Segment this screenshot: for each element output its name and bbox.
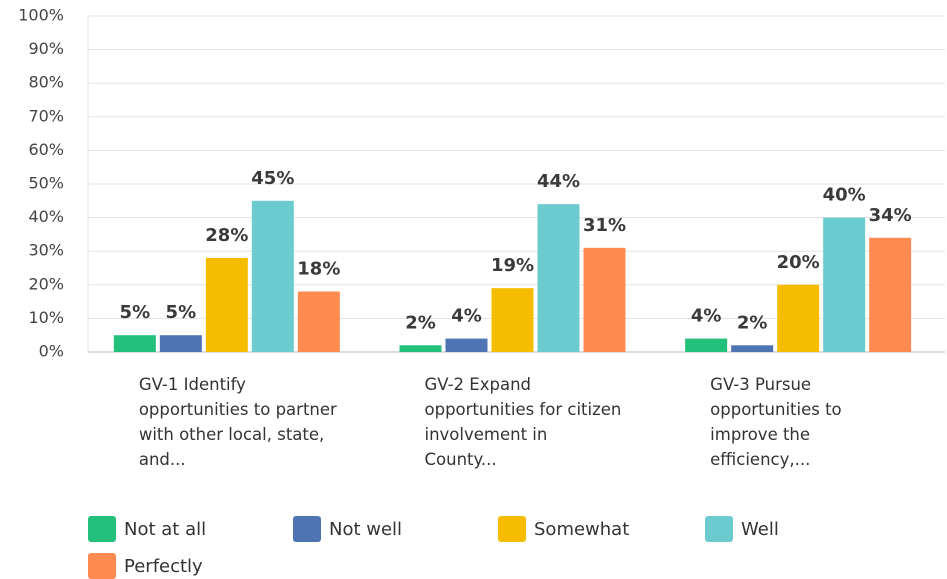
value-label: 44% [537,171,580,192]
legend-item: Not well [293,516,402,542]
bar [205,257,248,352]
bar [823,217,866,352]
legend-label: Well [741,518,779,540]
value-label: 2% [405,312,436,333]
bar [869,237,912,352]
y-tick-label: 30% [28,241,64,260]
bar [113,335,156,352]
y-tick-label: 20% [28,274,64,293]
bar [685,338,728,352]
legend-item: Perfectly [88,553,203,579]
value-label: 40% [823,185,866,206]
value-label: 4% [691,306,722,327]
legend-label: Not well [329,518,403,540]
legend-label: Somewhat [534,518,630,540]
value-label: 45% [251,168,294,189]
y-tick-label: 90% [28,39,64,58]
legend-swatch [705,516,733,542]
value-label: 2% [737,312,768,333]
y-tick-label: 40% [28,207,64,226]
x-tick-label: GV-1 Identify opportunities to partner w… [138,375,337,469]
value-label: 34% [869,205,912,226]
legend-item: Well [705,516,779,542]
value-label: 28% [205,225,248,246]
legend-swatch [498,516,526,542]
legend-item: Not at all [88,516,206,542]
value-label: 18% [297,259,340,280]
bar [731,345,774,352]
legend-swatch [88,516,116,542]
value-label: 20% [777,252,820,273]
x-tick-label: GV-2 Expand opportunities for citizen in… [424,375,622,469]
bar [297,291,340,352]
value-label: 31% [583,215,626,236]
value-label: 5% [166,302,197,323]
bar [777,284,820,352]
bar [537,204,580,352]
bar [583,247,626,352]
bar [251,200,294,352]
y-tick-label: 0% [39,342,64,361]
legend-label: Perfectly [124,555,203,577]
y-tick-label: 80% [28,73,64,92]
value-label: 4% [451,306,482,327]
y-tick-label: 70% [28,106,64,125]
legend-swatch [293,516,321,542]
y-tick-label: 100% [18,6,64,25]
y-tick-label: 10% [28,308,64,327]
legend-item: Somewhat [498,516,629,542]
bar [491,288,534,352]
y-tick-label: 60% [28,140,64,159]
legend-swatch [88,553,116,579]
value-label: 5% [120,302,151,323]
x-tick-label: GV-3 Pursue opportunities to improve the… [710,375,842,469]
bar [445,338,488,352]
y-tick-label: 50% [28,174,64,193]
bar [399,345,442,352]
bar [159,335,202,352]
value-label: 19% [491,255,534,276]
legend-label: Not at all [124,518,207,540]
